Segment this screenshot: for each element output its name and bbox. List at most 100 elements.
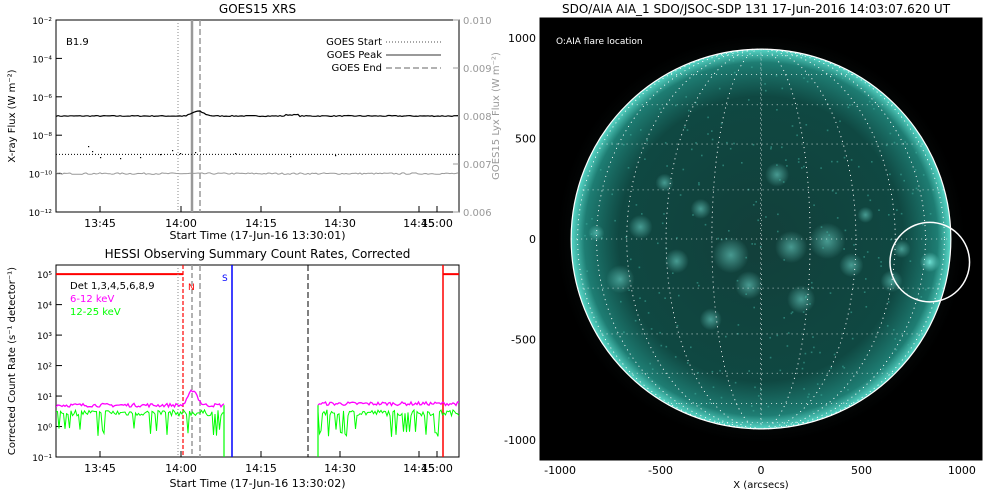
aia-texture-speck xyxy=(769,336,771,339)
goes-short-channel-point xyxy=(235,153,237,155)
aia-texture-speck xyxy=(900,212,903,215)
goes-legend-label: GOES Peak xyxy=(327,50,382,61)
goes-short-channel-point xyxy=(180,153,182,155)
aia-texture-speck xyxy=(803,388,805,390)
hessi-plot-frame xyxy=(55,264,460,458)
aia-texture-speck xyxy=(676,237,678,239)
aia-texture-speck xyxy=(909,260,912,262)
aia-texture-speck xyxy=(755,201,757,203)
aia-active-region xyxy=(857,206,874,223)
goes-x-tick-label: 15:00 xyxy=(421,217,453,230)
aia-texture-speck xyxy=(695,101,697,104)
aia-texture-speck xyxy=(929,213,932,215)
aia-flare-brightening xyxy=(919,252,940,273)
aia-texture-speck xyxy=(885,144,888,147)
aia-texture-speck xyxy=(797,161,800,163)
aia-texture-speck xyxy=(659,331,661,334)
aia-texture-speck xyxy=(791,311,794,313)
aia-y-tick-label: 0 xyxy=(529,233,536,246)
aia-texture-speck xyxy=(850,159,853,161)
aia-texture-speck xyxy=(694,392,697,395)
aia-texture-speck xyxy=(889,173,891,176)
hessi-saa-annotation: S xyxy=(222,274,228,284)
hessi-legend-label: 12-25 keV xyxy=(70,307,121,318)
aia-texture-speck xyxy=(591,218,593,220)
aia-texture-speck xyxy=(811,281,813,284)
aia-texture-speck xyxy=(826,231,828,233)
aia-texture-speck xyxy=(911,192,914,195)
aia-active-region xyxy=(809,222,846,260)
hessi-x-tick-label: 14:15 xyxy=(245,462,277,475)
aia-texture-speck xyxy=(828,234,830,236)
aia-texture-speck xyxy=(807,396,809,398)
aia-texture-speck xyxy=(847,106,850,109)
aia-texture-speck xyxy=(812,336,814,338)
aia-texture-speck xyxy=(790,312,793,315)
aia-texture-speck xyxy=(843,248,845,250)
aia-active-region xyxy=(712,236,749,274)
goes-short-channel-point xyxy=(88,146,90,148)
aia-texture-speck xyxy=(887,301,890,303)
aia-texture-speck xyxy=(752,143,755,146)
aia-texture-speck xyxy=(833,353,836,356)
goes-x-tick-label: 14:30 xyxy=(324,217,356,230)
hessi-x-axis-label: Start Time (17-Jun-16 13:30:02) xyxy=(170,477,346,490)
aia-texture-speck xyxy=(785,159,787,161)
aia-texture-speck xyxy=(585,223,588,225)
aia-x-tick-label: -500 xyxy=(648,464,673,477)
aia-x-tick-label: -1000 xyxy=(544,464,576,477)
aia-texture-speck xyxy=(893,329,895,331)
aia-texture-speck xyxy=(748,370,750,372)
aia-texture-speck xyxy=(760,389,762,391)
aia-texture-speck xyxy=(627,167,630,169)
aia-flare-location-circle xyxy=(889,221,971,303)
aia-texture-speck xyxy=(641,213,643,215)
aia-texture-speck xyxy=(804,296,807,299)
aia-texture-speck xyxy=(868,100,871,103)
aia-texture-speck xyxy=(775,74,778,77)
goes-xrs-panel: GOES15 XRS 13:45 14:00 14:15 14:30 14:4515:00… xyxy=(7,2,502,242)
aia-y-tick-label: 1000 xyxy=(508,32,536,45)
aia-texture-speck xyxy=(890,238,892,241)
aia-texture-speck xyxy=(895,349,898,351)
aia-texture-speck xyxy=(843,367,846,369)
aia-texture-speck xyxy=(921,223,924,226)
aia-texture-speck xyxy=(695,142,697,144)
aia-texture-speck xyxy=(672,272,674,274)
hessi-x-tick-label: 14:30 xyxy=(324,462,356,475)
aia-texture-speck xyxy=(720,238,723,241)
aia-active-region xyxy=(699,308,722,331)
goes-legend-label: GOES End xyxy=(332,63,382,74)
aia-solar-disk xyxy=(571,49,951,429)
aia-texture-speck xyxy=(830,367,832,369)
aia-texture-speck xyxy=(685,96,687,98)
aia-texture-speck xyxy=(584,234,586,237)
aia-texture-speck xyxy=(686,362,689,364)
aia-texture-speck xyxy=(660,344,663,347)
aia-texture-speck xyxy=(658,292,661,294)
aia-texture-speck xyxy=(711,138,714,141)
aia-texture-speck xyxy=(611,193,613,196)
aia-texture-speck xyxy=(863,256,865,258)
aia-texture-speck xyxy=(896,209,898,211)
aia-texture-speck xyxy=(920,296,923,298)
goes-short-channel-point xyxy=(160,154,162,156)
aia-active-region xyxy=(588,224,605,242)
aia-texture-speck xyxy=(682,168,685,171)
aia-texture-speck xyxy=(816,383,819,385)
aia-texture-speck xyxy=(865,306,868,308)
aia-texture-speck xyxy=(698,404,700,407)
goes-y-right-tick-label: 0.007 xyxy=(463,160,492,171)
aia-texture-speck xyxy=(866,251,869,253)
aia-texture-speck xyxy=(642,378,644,380)
aia-texture-speck xyxy=(847,389,849,391)
aia-texture-speck xyxy=(809,303,811,305)
aia-texture-speck xyxy=(704,223,707,226)
aia-texture-speck xyxy=(696,282,699,284)
aia-texture-speck xyxy=(922,174,925,176)
aia-texture-speck xyxy=(647,312,650,314)
aia-texture-speck xyxy=(635,204,638,206)
goes-short-channel-point xyxy=(100,157,102,159)
aia-texture-speck xyxy=(697,372,699,374)
aia-texture-speck xyxy=(611,141,613,144)
